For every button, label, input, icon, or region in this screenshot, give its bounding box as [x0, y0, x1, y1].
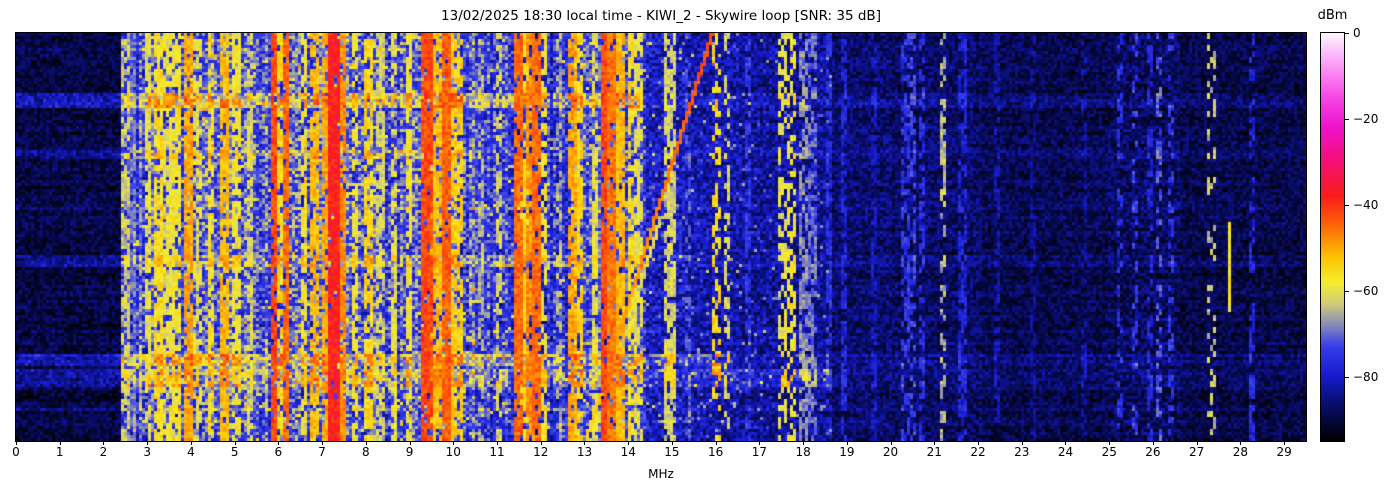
x-tick-mark — [16, 441, 17, 445]
spectrogram-plot — [15, 32, 1307, 442]
x-tick-label: 19 — [839, 445, 855, 459]
x-tick-mark — [497, 441, 499, 445]
colorbar-tick-mark — [1345, 290, 1349, 292]
x-tick-mark — [540, 441, 542, 445]
x-tick-label: 21 — [926, 445, 942, 459]
x-tick-label: 14 — [620, 445, 636, 459]
x-tick-label: 0 — [12, 445, 20, 459]
x-tick-label: 22 — [970, 445, 986, 459]
x-tick-label: 18 — [795, 445, 811, 459]
x-tick-label: 23 — [1014, 445, 1030, 459]
colorbar-tick-label: −40 — [1353, 197, 1379, 212]
x-tick-label: 26 — [1145, 445, 1161, 459]
colorbar-tick-label: −80 — [1353, 369, 1379, 384]
x-tick-label: 28 — [1232, 445, 1249, 459]
x-tick-mark — [978, 441, 980, 445]
x-tick-label: 16 — [708, 445, 724, 459]
x-tick-mark — [584, 441, 586, 445]
x-tick-mark — [846, 441, 848, 445]
x-tick-mark — [671, 441, 673, 445]
x-tick-label: 6 — [274, 445, 283, 459]
x-tick-label: 10 — [445, 445, 461, 459]
x-tick-mark — [803, 441, 805, 445]
x-tick-mark — [890, 441, 892, 445]
x-tick-label: 9 — [405, 445, 414, 459]
x-tick-label: 2 — [99, 445, 108, 459]
x-tick-mark — [628, 441, 630, 445]
x-tick-mark — [59, 441, 61, 445]
x-tick-mark — [1065, 441, 1067, 445]
x-tick-label: 3 — [143, 445, 151, 459]
colorbar-tick-label: −60 — [1353, 283, 1379, 298]
colorbar-tick-mark — [1345, 204, 1349, 206]
x-tick-label: 5 — [230, 445, 239, 459]
x-tick-mark — [1284, 441, 1286, 445]
colorbar-tick-label: 0 — [1353, 26, 1361, 40]
x-tick-mark — [190, 441, 192, 445]
x-tick-label: 25 — [1101, 445, 1117, 459]
x-tick-label: 1 — [55, 445, 64, 459]
x-tick-label: 27 — [1189, 445, 1205, 459]
x-tick-mark — [1152, 441, 1154, 445]
x-tick-mark — [1240, 441, 1242, 445]
x-tick-mark — [1196, 441, 1198, 445]
colorbar — [1320, 32, 1345, 442]
x-tick-mark — [934, 441, 936, 445]
x-tick-mark — [759, 441, 761, 445]
x-tick-label: 7 — [318, 445, 326, 459]
x-tick-label: 29 — [1276, 445, 1292, 459]
x-axis-label: MHz — [648, 467, 674, 481]
x-tick-label: 17 — [751, 445, 768, 459]
x-tick-label: 12 — [533, 445, 549, 459]
x-tick-mark — [1109, 441, 1111, 445]
x-tick-mark — [322, 441, 324, 445]
x-tick-label: 15 — [664, 445, 680, 459]
x-tick-mark — [103, 441, 105, 445]
x-tick-mark — [147, 441, 149, 445]
colorbar-tick-label: −20 — [1353, 111, 1379, 126]
x-tick-mark — [234, 441, 236, 445]
x-tick-mark — [278, 441, 280, 445]
colorbar-tick-mark — [1345, 376, 1349, 378]
x-tick-label: 11 — [489, 445, 505, 459]
chart-title: 13/02/2025 18:30 local time - KIWI_2 - S… — [441, 8, 881, 24]
colorbar-tick-mark — [1345, 33, 1349, 34]
x-tick-mark — [453, 441, 455, 445]
x-tick-mark — [409, 441, 411, 445]
colorbar-tick-mark — [1345, 118, 1349, 120]
x-tick-label: 24 — [1057, 445, 1074, 459]
x-tick-mark — [365, 441, 367, 445]
x-tick-mark — [1021, 441, 1023, 445]
x-tick-label: 13 — [576, 445, 593, 459]
colorbar-label: dBm — [1317, 8, 1348, 23]
x-tick-label: 8 — [362, 445, 370, 459]
x-tick-label: 20 — [882, 445, 899, 459]
x-tick-label: 4 — [187, 445, 195, 459]
x-tick-mark — [715, 441, 717, 445]
